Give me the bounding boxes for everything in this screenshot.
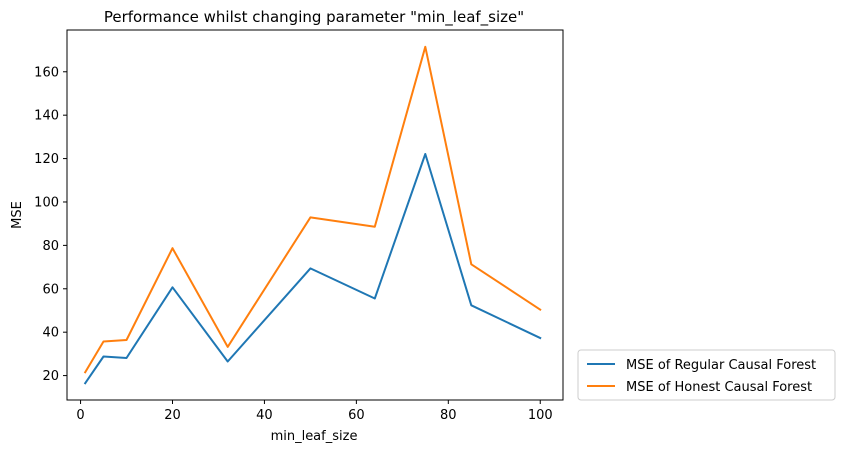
x-tick-label: 100 [528, 408, 553, 423]
series-line-regular [83, 153, 542, 385]
chart-title: Performance whilst changing parameter "m… [104, 8, 524, 27]
y-tick-label: 80 [42, 239, 59, 254]
y-axis-label: MSE [10, 201, 25, 229]
x-tick-label: 80 [440, 408, 457, 423]
y-axis: 20 40 60 80 100 120 140 160 [34, 65, 67, 384]
y-tick-label: 20 [42, 369, 59, 384]
y-tick-label: 100 [34, 195, 59, 210]
plot-area [66, 29, 564, 401]
x-tick-label: 20 [164, 408, 181, 423]
x-axis: 0 20 40 60 80 100 [76, 400, 553, 423]
x-tick-label: 60 [348, 408, 365, 423]
x-tick-label: 0 [76, 408, 84, 423]
y-tick-label: 120 [34, 152, 59, 167]
legend-box [577, 349, 836, 401]
y-tick-label: 40 [42, 326, 59, 341]
legend-label-regular: MSE of Regular Causal Forest [626, 358, 816, 373]
y-tick-label: 160 [34, 65, 59, 80]
series-line-honest [83, 45, 542, 374]
x-axis-label: min_leaf_size [271, 429, 358, 444]
y-tick-label: 60 [42, 282, 59, 297]
legend: MSE of Regular Causal Forest MSE of Hone… [577, 349, 836, 401]
legend-label-honest: MSE of Honest Causal Forest [626, 380, 812, 395]
x-tick-label: 40 [256, 408, 273, 423]
series-layer [83, 45, 542, 385]
y-tick-label: 140 [34, 109, 59, 124]
